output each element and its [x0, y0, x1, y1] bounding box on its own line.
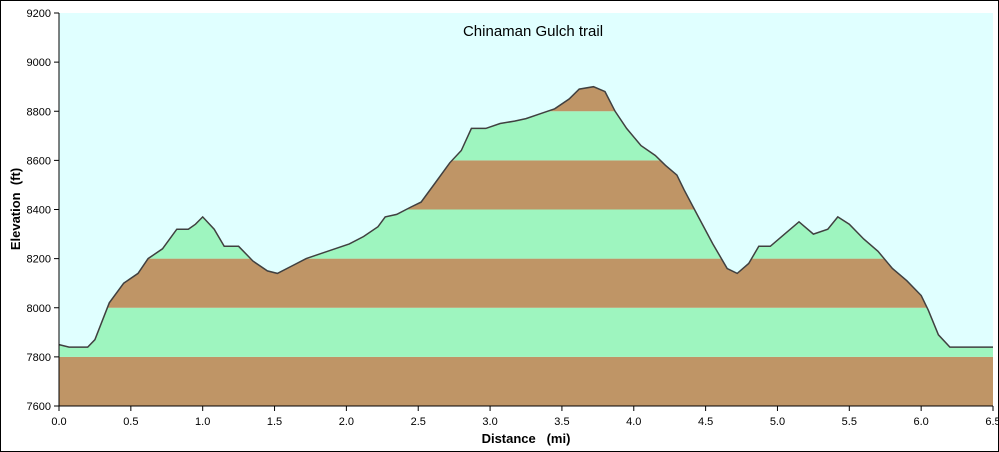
x-axis-ticks: 0.0 0.5 1.0 1.5 2.0 2.5 3.0 3.5 4.0 4.5 5.0 5.5 6.0 6…	[51, 406, 999, 428]
x-tick-label: 1.0	[195, 416, 210, 428]
x-tick-label: 3.5	[554, 416, 569, 428]
y-tick-label: 7800	[27, 352, 51, 364]
y-axis-title: Elevation (ft)	[8, 168, 23, 250]
y-tick-label: 8400	[27, 205, 51, 217]
x-tick-label: 2.0	[339, 416, 354, 428]
elevation-band	[59, 258, 993, 308]
y-tick-label: 8600	[27, 155, 51, 167]
x-tick-label: 5.5	[842, 416, 857, 428]
x-tick-label: 0.0	[51, 416, 66, 428]
x-axis-title: Distance (mi)	[482, 431, 571, 446]
elevation-band	[59, 356, 993, 406]
y-tick-label: 8800	[27, 106, 51, 118]
y-tick-label: 8000	[27, 303, 51, 315]
x-tick-label: 0.5	[123, 416, 138, 428]
x-tick-label: 2.5	[411, 416, 426, 428]
x-tick-label: 4.5	[698, 416, 713, 428]
chart-title: Chinaman Gulch trail	[463, 23, 603, 40]
elevation-band	[59, 307, 993, 357]
y-tick-label: 9000	[27, 57, 51, 69]
y-tick-label: 9200	[27, 8, 51, 20]
y-tick-label: 7600	[27, 401, 51, 413]
x-tick-label: 4.0	[626, 416, 641, 428]
x-tick-label: 1.5	[267, 416, 282, 428]
y-tick-label: 8200	[27, 254, 51, 266]
elevation-profile-line	[58, 85, 993, 348]
x-tick-label: 6.0	[914, 416, 929, 428]
x-tick-label: 6.5	[985, 416, 999, 428]
x-tick-label: 3.0	[482, 416, 497, 428]
x-tick-label: 5.0	[770, 416, 785, 428]
y-axis-ticks: 7600 7800 8000 8200 8400 8600 8800 9000 9200	[27, 8, 59, 413]
